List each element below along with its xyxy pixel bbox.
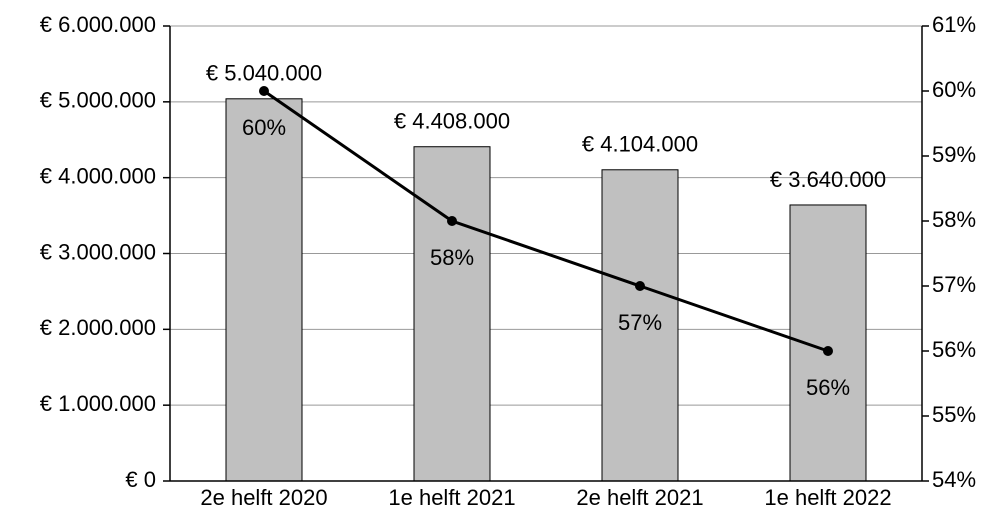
y2-tick-label: 59% [932,142,976,167]
y2-tick-label: 61% [932,12,976,37]
y2-tick-label: 60% [932,77,976,102]
x-tick-label: 2e helft 2021 [576,485,703,510]
y-tick-label: € 0 [125,467,156,492]
y-tick-label: € 5.000.000 [40,88,156,113]
bar-value-label: € 4.104.000 [582,132,698,157]
line-value-label: 56% [806,375,850,400]
x-tick-label: 2e helft 2020 [200,485,327,510]
line-value-label: 60% [242,115,286,140]
bar [413,146,491,482]
line-point [635,281,645,291]
y-tick-label: € 2.000.000 [40,315,156,340]
bar-value-label: € 5.040.000 [206,61,322,86]
y2-tick-label: 58% [932,207,976,232]
y2-tick-label: 56% [932,337,976,362]
line-value-label: 57% [618,310,662,335]
y-tick-label: € 4.000.000 [40,163,156,188]
y2-tick-label: 55% [932,402,976,427]
y-tick-label: € 6.000.000 [40,12,156,37]
bar [225,98,303,482]
x-tick-label: 1e helft 2022 [764,485,891,510]
bar-value-label: € 3.640.000 [770,167,886,192]
line-point [259,86,269,96]
line-point [823,346,833,356]
bar-value-label: € 4.408.000 [394,109,510,134]
line-point [447,216,457,226]
y-tick-label: € 3.000.000 [40,239,156,264]
y2-tick-label: 57% [932,272,976,297]
y-tick-label: € 1.000.000 [40,391,156,416]
y2-tick-label: 54% [932,467,976,492]
line [263,89,829,353]
x-tick-label: 1e helft 2021 [388,485,515,510]
line-value-label: 58% [430,245,474,270]
